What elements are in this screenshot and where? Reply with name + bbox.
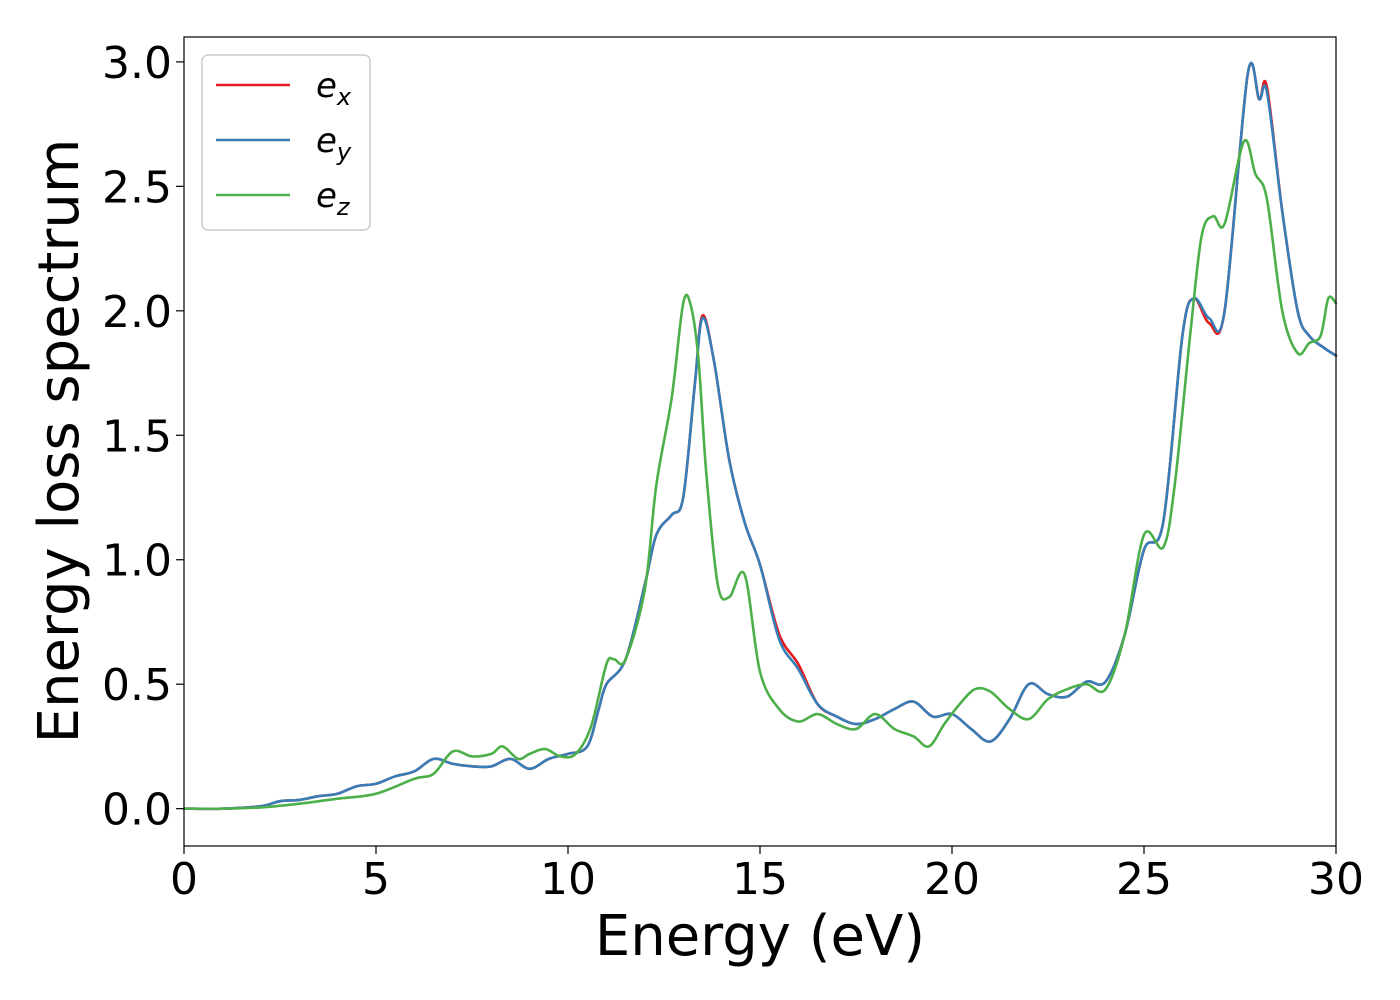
plot-area <box>184 37 1336 846</box>
legend-label-subscript: x <box>336 83 352 111</box>
legend-label-subscript: y <box>336 138 352 166</box>
legend-label-base: e <box>316 176 337 216</box>
legend-label-z: ez <box>316 176 351 221</box>
x-tick-label: 5 <box>362 854 390 905</box>
legend-label-base: e <box>316 66 337 106</box>
y-tick-label: 2.0 <box>102 287 172 338</box>
x-axis: 0 5 10 15 20 25 30 <box>170 846 1364 905</box>
series-line-e-y <box>182 61 1338 811</box>
y-tick-label: 0.5 <box>102 660 172 711</box>
legend-box <box>201 54 371 231</box>
y-tick-label: 2.5 <box>102 162 172 213</box>
x-tick-label: 0 <box>170 854 198 905</box>
y-tick-label: 1.5 <box>102 411 172 462</box>
x-tick-label: 15 <box>732 854 788 905</box>
y-tick-label: 0.0 <box>102 785 172 836</box>
legend-label-subscript: z <box>336 193 351 221</box>
x-axis-title: Energy (eV) <box>595 904 925 969</box>
y-tick-label: 1.0 <box>102 536 172 587</box>
legend-label-x: ex <box>316 66 352 111</box>
legend-label-y: ey <box>316 121 352 166</box>
y-tick-label: 3.0 <box>102 38 172 89</box>
x-tick-label: 20 <box>924 854 980 905</box>
y-axis-title: Energy loss spectrum <box>27 139 92 744</box>
x-tick-label: 30 <box>1308 854 1364 905</box>
x-tick-label: 10 <box>540 854 596 905</box>
series-layer <box>182 61 1338 811</box>
legend-label-base: e <box>316 121 337 161</box>
y-axis: 0.0 0.5 1.0 1.5 2.0 2.5 3.0 <box>102 38 184 836</box>
x-tick-label: 25 <box>1116 854 1172 905</box>
series-line-e-z <box>182 138 1338 811</box>
